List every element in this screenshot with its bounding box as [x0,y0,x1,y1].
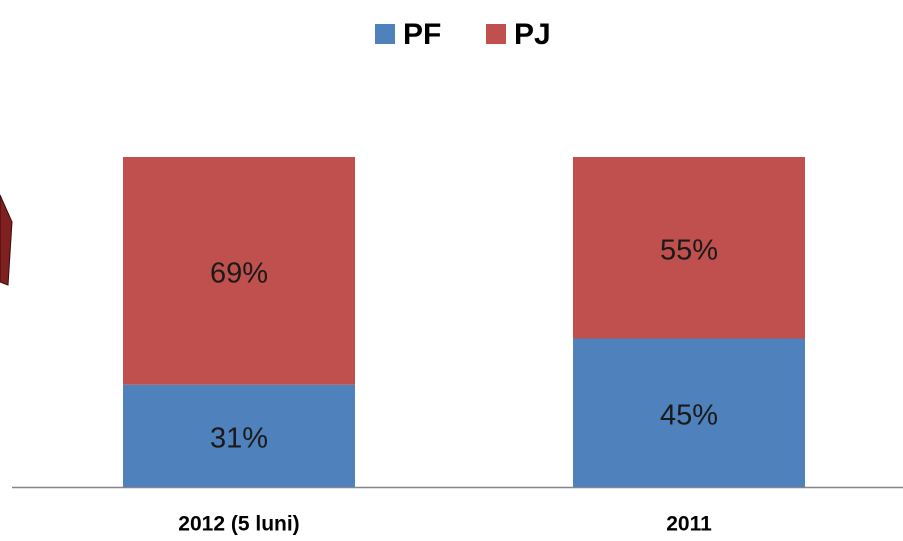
x-tick-label: 2012 (5 luni) [178,513,299,536]
decoration [0,194,13,286]
value-label: 55% [660,234,718,266]
legend-label: PF [403,18,441,51]
value-label: 45% [660,399,718,431]
bar-segment [123,384,355,487]
legend-swatch [486,24,506,44]
bar-segment [123,157,355,385]
legend-swatch [375,24,395,44]
bar-segment [573,157,805,339]
legend-label: PJ [514,18,551,51]
bar-segment [573,338,805,487]
x-tick-label: 2011 [666,513,712,536]
value-label: 69% [210,258,268,290]
value-label: 31% [210,423,268,455]
